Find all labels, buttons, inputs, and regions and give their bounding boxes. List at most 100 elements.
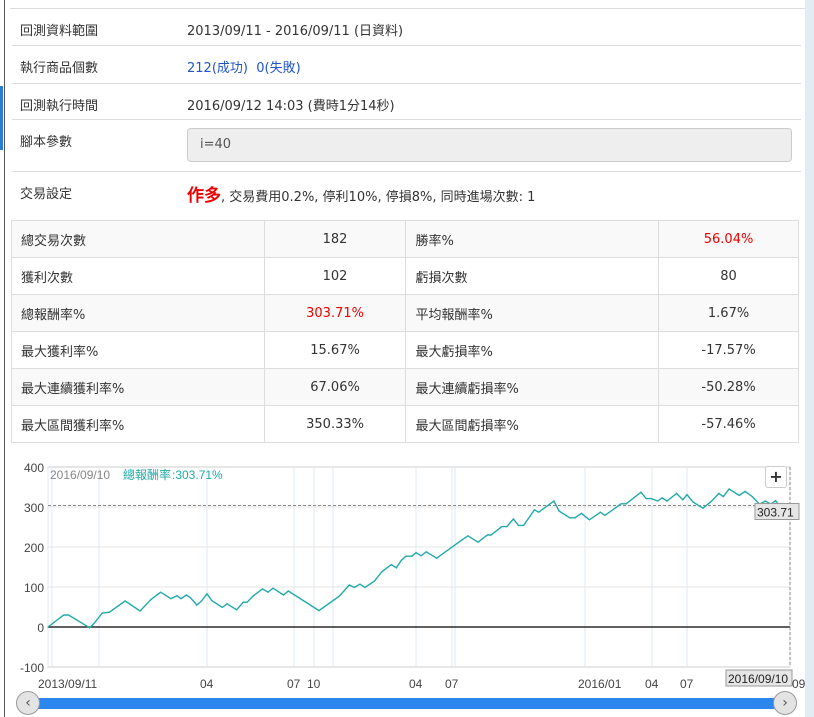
info-row-time: 回測執行時間 2016/09/12 14:03 (費時1分14秒) <box>12 84 801 120</box>
fail-count-link[interactable]: 0(失敗) <box>256 61 301 76</box>
stats-row: 總報酬率% 303.71% 平均報酬率% 1.67% <box>11 294 799 332</box>
equity-point <box>553 500 555 502</box>
stat-label: 總報酬率% <box>11 294 265 332</box>
stats-row: 總交易次數 182 勝率% 56.04% <box>11 220 799 258</box>
equity-point <box>185 594 188 596</box>
equity-point <box>206 593 208 595</box>
equity-point <box>486 534 489 536</box>
navigator-right-arrow[interactable]: › <box>773 691 797 715</box>
equity-point <box>139 610 141 612</box>
equity-point <box>751 496 753 498</box>
equity-point <box>67 614 70 616</box>
y-tick-label: -100 <box>20 661 44 675</box>
side-tab-indicator <box>0 86 3 150</box>
navigator-range-bar[interactable] <box>36 698 778 709</box>
y-tick-label: 200 <box>24 541 44 555</box>
success-count-link[interactable]: 212(成功) <box>187 61 248 76</box>
equity-point <box>261 588 264 590</box>
navigator-left-arrow[interactable]: ‹ <box>16 691 40 715</box>
trade-detail: , 交易費用0.2%, 停利10%, 停損8%, 同時進場次數: 1 <box>221 190 536 205</box>
equity-point <box>272 587 274 589</box>
x-tick-label: 04 <box>645 677 659 691</box>
stat-value: 350.33% <box>263 405 407 443</box>
equity-point <box>287 590 289 592</box>
zoom-in-button[interactable]: + <box>765 466 787 488</box>
stat-label: 勝率% <box>405 220 660 258</box>
y-tick-label: 400 <box>24 461 44 475</box>
equity-point <box>711 500 713 502</box>
scrollbar[interactable] <box>805 0 814 717</box>
equity-point <box>101 612 103 614</box>
stat-label: 最大區間獲利率% <box>11 405 265 443</box>
equity-point <box>170 598 172 600</box>
equity-point <box>211 600 213 602</box>
equity-point <box>405 555 407 557</box>
equity-point <box>676 492 678 494</box>
equity-point <box>666 500 668 502</box>
param-input[interactable]: i=40 <box>187 128 792 162</box>
equity-point <box>196 604 198 606</box>
x-tick-label: 10 <box>307 677 321 691</box>
stat-label: 最大區間虧損率% <box>405 405 660 443</box>
stats-table: 總交易次數 182 勝率% 56.04% 獲利次數 102 虧損次數 80 總報酬率% 303.7… <box>11 220 799 443</box>
equity-point <box>353 586 355 588</box>
equity-point <box>189 597 192 599</box>
equity-point <box>63 614 65 616</box>
equity-point <box>373 580 376 582</box>
equity-point <box>517 524 520 526</box>
stats-row: 最大獲利率% 15.67% 最大虧損率% -17.57% <box>11 331 799 369</box>
stat-value: 67.06% <box>263 368 407 406</box>
equity-point <box>501 526 503 528</box>
equity-point <box>359 583 361 585</box>
equity-point <box>744 490 746 492</box>
equity-point <box>718 492 720 494</box>
stat-label: 最大虧損率% <box>405 331 660 369</box>
stat-label: 平均報酬率% <box>405 294 660 332</box>
count-label: 執行商品個數 <box>20 61 99 76</box>
range-value: 2013/09/11 - 2016/09/11 (日資料) <box>187 24 404 39</box>
equity-point <box>267 591 269 593</box>
x-tick-label: 07 <box>445 677 459 691</box>
equity-point <box>538 511 540 513</box>
equity-point <box>467 535 469 537</box>
equity-point <box>456 542 458 544</box>
equity-point <box>400 559 403 561</box>
equity-point <box>381 571 383 573</box>
time-label: 回測執行時間 <box>20 99 99 114</box>
y-tick-label: 0 <box>37 621 44 635</box>
equity-point <box>686 494 688 496</box>
crosshair-date-badge <box>725 669 793 687</box>
info-row-count: 執行商品個數 212(成功) 0(失敗) <box>12 46 801 84</box>
last-value-label: 303.71 <box>757 506 794 520</box>
equity-point <box>252 595 254 597</box>
equity-point <box>722 496 724 498</box>
equity-point <box>236 609 238 611</box>
tooltip-date: 2016/09/10 <box>50 468 110 482</box>
equity-point <box>242 601 244 603</box>
stat-label: 獲利次數 <box>11 257 265 295</box>
equity-point <box>764 500 766 502</box>
equity-point <box>180 598 182 600</box>
y-tick-label: 100 <box>24 581 44 595</box>
stat-value: 1.67% <box>658 294 799 332</box>
equity-point <box>89 627 91 629</box>
equity-point <box>159 591 162 593</box>
equity-point <box>506 526 508 528</box>
range-label: 回測資料範圍 <box>20 24 99 39</box>
equity-point <box>150 598 152 600</box>
equity-point <box>692 501 694 503</box>
info-row-trade: 交易設定 作多, 交易費用0.2%, 停利10%, 停損8%, 同時進場次數: … <box>12 172 801 212</box>
x-tick-label: 07 <box>287 677 301 691</box>
time-value: 2016/09/12 14:03 (費時1分14秒) <box>187 99 395 114</box>
stat-value: 56.04% <box>658 220 799 258</box>
equity-point <box>682 499 684 501</box>
y-tick-label: 300 <box>24 501 44 515</box>
equity-point <box>533 509 536 511</box>
stat-value: -50.28% <box>658 368 799 406</box>
equity-point <box>657 500 659 502</box>
trade-label: 交易設定 <box>20 187 73 202</box>
equity-point <box>108 611 110 613</box>
equity-point <box>512 518 515 520</box>
stat-value: 15.67% <box>263 331 407 369</box>
equity-point <box>390 564 392 566</box>
